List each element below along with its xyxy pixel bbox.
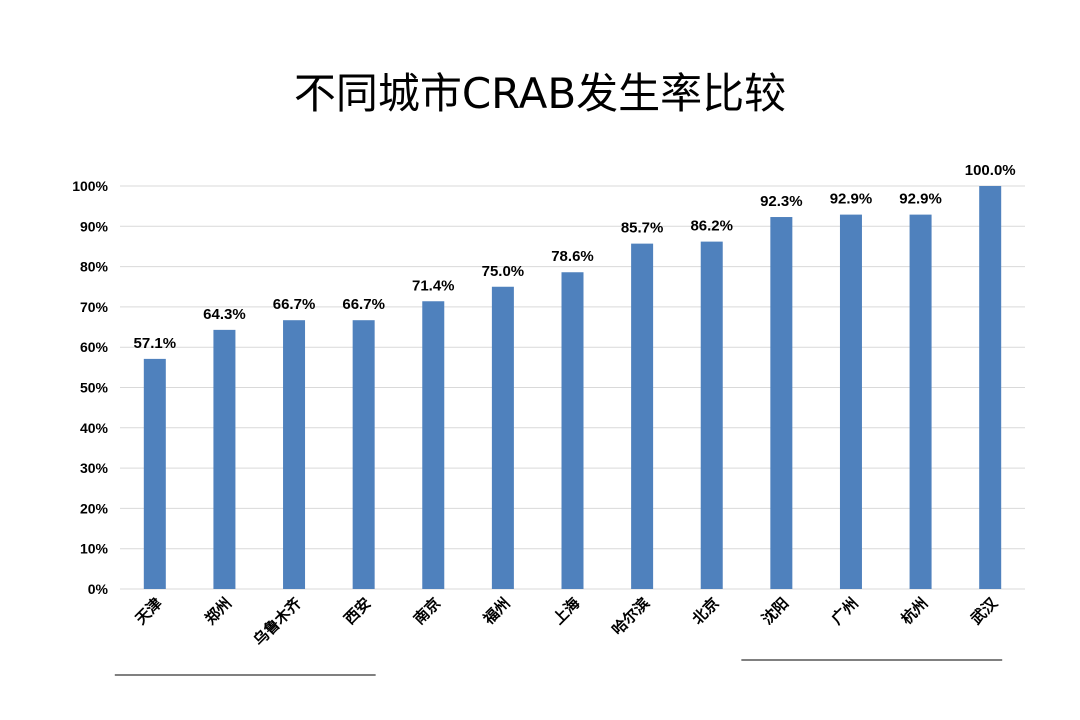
x-tick-label: 乌鲁木齐 bbox=[250, 593, 306, 649]
y-tick-label: 0% bbox=[88, 581, 109, 597]
bar bbox=[631, 243, 654, 589]
data-label: 75.0% bbox=[482, 263, 525, 280]
y-tick-label: 90% bbox=[80, 218, 109, 234]
bar bbox=[213, 329, 236, 589]
y-tick-label: 60% bbox=[80, 339, 109, 355]
data-label: 78.6% bbox=[551, 248, 594, 265]
data-label: 85.7% bbox=[621, 220, 664, 237]
bar bbox=[491, 286, 514, 589]
x-tick-label: 哈尔滨 bbox=[608, 594, 653, 639]
y-tick-label: 50% bbox=[80, 380, 109, 396]
bar bbox=[700, 241, 723, 589]
data-label: 92.9% bbox=[899, 191, 942, 208]
y-tick-label: 100% bbox=[72, 178, 108, 194]
x-tick-label: 北京 bbox=[689, 594, 723, 628]
bar bbox=[143, 358, 166, 589]
data-label: 92.9% bbox=[830, 191, 873, 208]
y-tick-label: 40% bbox=[80, 420, 109, 436]
data-labels: 57.1% 64.3% 66.7% 66.7% 71.4% 75.0% 78.6% 85.7%… bbox=[134, 162, 1016, 352]
x-tick-label: 南京 bbox=[410, 594, 444, 628]
bars bbox=[143, 186, 1002, 589]
x-tick-label: 广州 bbox=[828, 594, 862, 628]
bar bbox=[283, 320, 306, 589]
data-label: 92.3% bbox=[760, 193, 803, 210]
x-tick-label: 天津 bbox=[132, 594, 166, 628]
x-tick-label: 杭州 bbox=[897, 594, 931, 628]
bar bbox=[422, 301, 445, 589]
bar bbox=[979, 186, 1002, 589]
data-label: 100.0% bbox=[965, 162, 1016, 179]
bar bbox=[770, 217, 793, 589]
data-label: 57.1% bbox=[134, 335, 177, 352]
bar bbox=[909, 214, 932, 589]
y-tick-label: 10% bbox=[80, 541, 109, 557]
group-underlines bbox=[114, 659, 1003, 676]
data-label: 64.3% bbox=[203, 306, 246, 323]
y-tick-label: 30% bbox=[80, 460, 109, 476]
data-label: 71.4% bbox=[412, 277, 455, 294]
bar bbox=[561, 272, 584, 589]
y-tick-label: 80% bbox=[80, 259, 109, 275]
x-tick-label: 沈阳 bbox=[758, 594, 792, 628]
x-tick-label: 武汉 bbox=[967, 593, 1002, 628]
data-label: 66.7% bbox=[273, 296, 316, 313]
y-axis-ticks: 0% 10% 20% 30% 40% 50% 60% 70% 80% 90% 100% bbox=[72, 178, 108, 597]
bar bbox=[352, 320, 375, 589]
chart-title: 不同城市CRAB发生率比较 bbox=[293, 69, 787, 118]
x-axis-ticks: 天津 郑州 乌鲁木齐 西安 南京 福州 上海 哈尔滨 北京 沈阳 广州 杭州 武汉 bbox=[132, 593, 1002, 649]
x-tick-label: 上海 bbox=[549, 594, 583, 628]
x-tick-label: 郑州 bbox=[201, 594, 235, 628]
y-tick-label: 70% bbox=[80, 299, 109, 315]
data-label: 86.2% bbox=[690, 218, 733, 235]
x-tick-label: 西安 bbox=[341, 594, 375, 628]
y-tick-label: 20% bbox=[80, 500, 109, 516]
data-label: 66.7% bbox=[342, 296, 385, 313]
x-tick-label: 福州 bbox=[479, 594, 514, 629]
bar bbox=[839, 214, 862, 589]
